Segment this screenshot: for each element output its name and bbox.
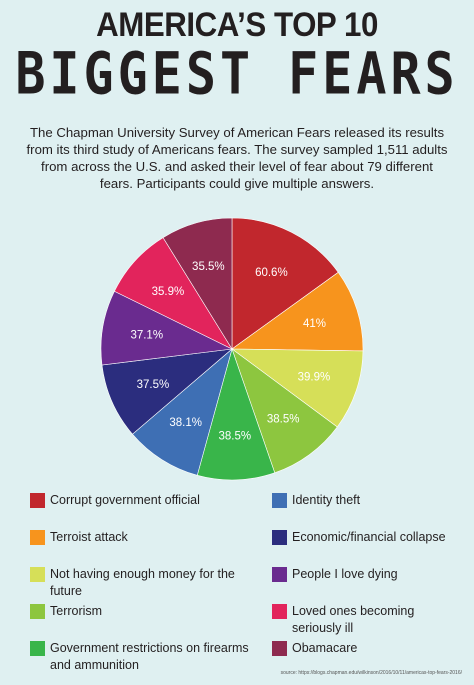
title-line-2: BIGGEST FEARS [15,40,459,108]
pie-slice [231,348,364,428]
legend-swatch [30,604,45,619]
slice-value-label: 38.1% [169,417,202,429]
legend-swatch [30,641,45,656]
legend-swatch [272,530,287,545]
legend-swatch [272,567,287,582]
legend-label: Government restrictions on firearms and … [50,641,249,672]
slice-value-label: 37.5% [137,379,170,391]
legend-swatch [272,493,287,508]
slice-value-label: 38.5% [218,430,251,442]
slice-value-label: 37.1% [130,330,163,342]
pie-slice [196,347,276,481]
legend-label: Loved ones becoming seriously ill [292,604,415,635]
slice-value-label: 41% [303,318,326,330]
slice-value-label: 35.9% [152,286,185,298]
legend-label: People I love dying [292,567,398,581]
title-line-1: AMERICA’S TOP 10 [96,6,378,44]
pie-slice [132,348,233,476]
intro-text: The Chapman University Survey of America… [26,125,448,191]
legend-swatch [30,567,45,582]
legend-label: Terrorism [50,604,103,618]
legend-swatch [30,530,45,545]
slice-value-label: 39.9% [298,372,331,384]
pie-slice [162,217,233,351]
legend-label: Terroist attack [50,530,128,544]
pie-slice [231,271,364,352]
legend-label: Economic/financial collapse [292,530,446,544]
pie-slice [231,217,339,350]
legend-label: Corrupt government official [50,493,200,507]
legend-swatch [30,493,45,508]
legend-label: Obamacare [292,641,358,655]
slice-value-label: 35.5% [192,261,225,273]
legend-label: Not having enough money for the future [50,567,235,598]
source-note: source: https://blogs.chapman.edu/wilkin… [280,670,462,676]
legend-swatch [272,641,287,656]
slice-value-label: 38.5% [267,414,300,426]
pie-slice [231,348,338,474]
slice-value-label: 60.6% [255,267,288,279]
pie-slice [101,348,233,435]
legend-swatch [272,604,287,619]
legend-label: Identity theft [292,493,361,507]
